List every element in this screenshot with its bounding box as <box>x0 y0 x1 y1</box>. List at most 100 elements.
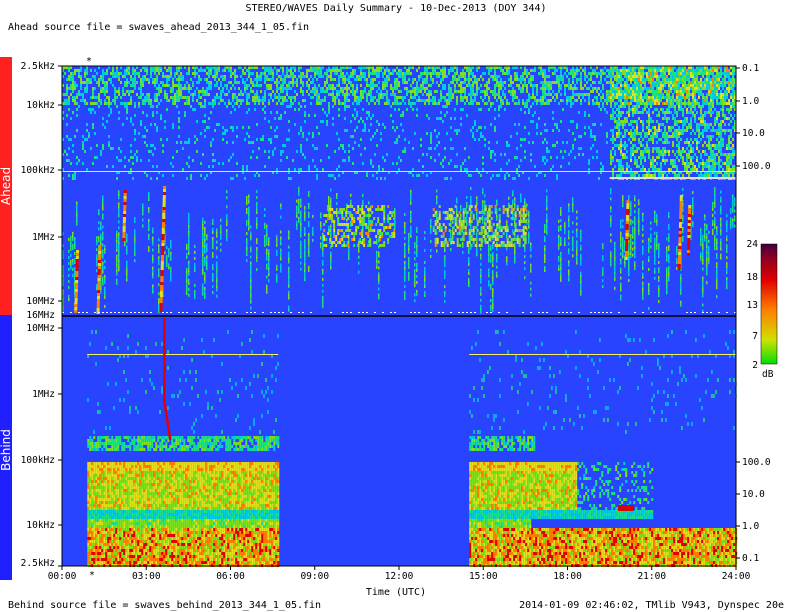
spectrum-cell <box>676 114 678 117</box>
spectrum-cell <box>134 250 136 254</box>
spectrum-cell <box>718 66 720 69</box>
spectrum-cell <box>248 108 250 111</box>
spectrum-cell <box>264 237 266 241</box>
spectrum-cell <box>636 75 638 78</box>
spectrum-cell <box>732 66 734 69</box>
spectrum-cell <box>396 141 398 144</box>
spectrum-cell <box>730 108 732 111</box>
spectrum-cell <box>620 171 622 174</box>
spectrum-cell <box>436 66 438 69</box>
spectrum-cell <box>568 78 570 81</box>
spectrum-cell <box>734 171 736 174</box>
spectrum-cell <box>662 111 664 114</box>
spectrum-cell <box>236 96 238 99</box>
spectrum-cell <box>152 239 154 243</box>
spectrum-cell <box>552 144 554 147</box>
spectrum-cell <box>480 135 482 138</box>
spectrum-cell <box>644 105 646 108</box>
spectrum-cell <box>494 153 496 156</box>
spectrum-cell <box>100 224 102 228</box>
spectrum-cell <box>648 126 650 129</box>
spectrum-cell <box>662 69 664 72</box>
spectrum-cell <box>432 81 434 84</box>
spectrum-cell <box>116 171 118 174</box>
spectrum-cell <box>232 93 234 96</box>
spectrum-cell <box>226 232 228 236</box>
spectrum-cell <box>700 78 702 81</box>
spectrum-cell <box>288 308 290 312</box>
spectrum-cell <box>694 78 696 81</box>
spectrum-cell <box>636 132 638 135</box>
spectrum-cell <box>268 72 270 75</box>
spectrum-cell <box>316 93 318 96</box>
spectrum-cell <box>206 81 208 84</box>
spectrum-cell <box>648 123 650 126</box>
spectrum-cell <box>464 102 466 105</box>
spectrum-cell <box>112 147 114 150</box>
spectrum-cell <box>96 269 98 273</box>
spectrum-cell <box>288 245 290 249</box>
spectrum-cell <box>212 165 214 168</box>
spectrum-cell <box>626 96 628 99</box>
spectrum-cell <box>666 78 668 81</box>
spectrum-cell <box>714 96 716 99</box>
spectrum-cell <box>688 174 690 177</box>
spectrum-cell <box>360 93 362 96</box>
spectrum-cell <box>632 87 634 90</box>
spectrum-cell <box>602 84 604 87</box>
spectrum-cell <box>468 66 470 69</box>
spectrum-cell <box>594 102 596 105</box>
spectrum-cell <box>348 87 350 90</box>
spectrum-cell <box>344 93 346 96</box>
spectrum-cell <box>148 99 150 102</box>
spectrum-cell <box>734 81 736 84</box>
spectrum-cell <box>288 305 290 309</box>
spectrum-cell <box>292 102 294 105</box>
spectrum-cell <box>176 90 178 93</box>
spectrum-cell <box>646 171 648 174</box>
spectrum-cell <box>224 69 226 72</box>
spectrum-cell <box>594 69 596 72</box>
spectrum-cell <box>696 90 698 93</box>
spectrum-cell <box>444 105 446 108</box>
spectrum-cell <box>508 144 510 147</box>
spectrum-cell <box>158 90 160 93</box>
spectrum-cell <box>636 78 638 81</box>
spectrum-cell <box>286 138 288 141</box>
spectrum-cell <box>570 105 572 108</box>
spectrum-cell <box>630 72 632 75</box>
spectrum-cell <box>702 99 704 102</box>
spectrum-cell <box>424 72 426 75</box>
spectrum-cell <box>62 117 64 120</box>
spectrum-cell <box>538 171 540 174</box>
spectrum-cell <box>714 78 716 81</box>
spectrum-cell <box>704 171 706 174</box>
spectrum-cell <box>720 126 722 129</box>
spectrum-cell <box>512 99 514 102</box>
spectrum-cell <box>370 96 372 99</box>
spectrum-cell <box>686 153 688 156</box>
spectrum-cell <box>110 108 112 111</box>
spectrum-cell <box>226 87 228 90</box>
spectrum-cell <box>216 231 218 235</box>
spectrum-cell <box>206 243 208 247</box>
spectrum-cell <box>432 96 434 99</box>
spectrum-cell <box>170 266 172 270</box>
spectrum-cell <box>580 93 582 96</box>
spectrum-cell <box>720 150 722 153</box>
spectrum-cell <box>628 66 630 69</box>
spectrum-cell <box>694 87 696 90</box>
spectrum-cell <box>408 102 410 105</box>
spectrum-cell <box>426 174 428 177</box>
spectrum-cell <box>636 123 638 126</box>
spectrum-cell <box>680 108 682 111</box>
spectrum-cell <box>632 114 634 117</box>
spectrum-cell <box>290 177 292 180</box>
spectrum-cell <box>650 117 652 120</box>
spectrum-cell <box>720 138 722 141</box>
spectrum-cell <box>658 84 660 87</box>
spectrum-cell <box>256 238 258 242</box>
spectrum-cell <box>638 141 640 144</box>
spectrum-cell <box>706 144 708 147</box>
spectrum-cell <box>574 69 576 72</box>
